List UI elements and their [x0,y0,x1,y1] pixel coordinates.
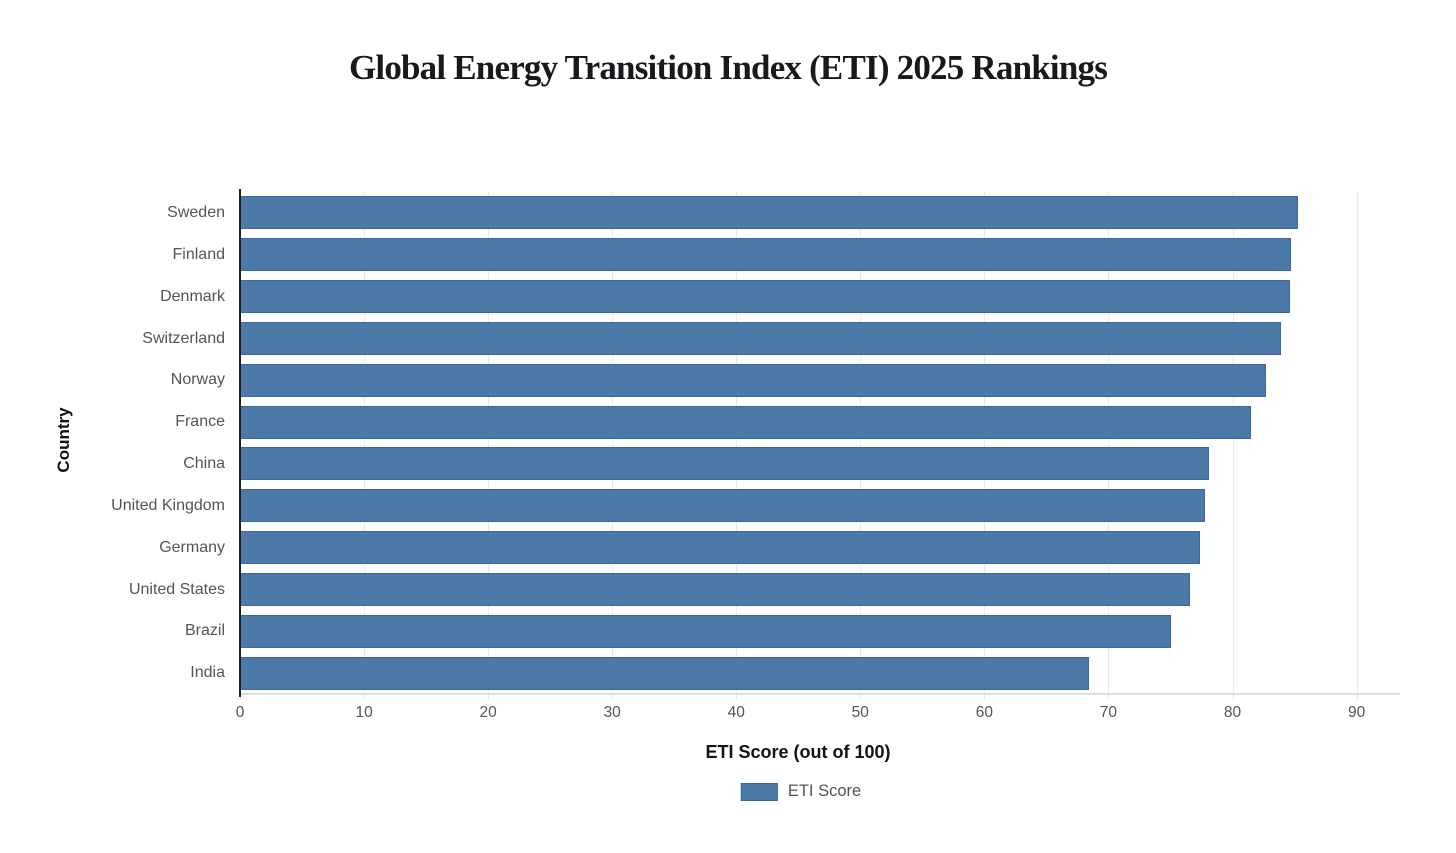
legend-item-eti-score[interactable]: ETI Score [740,782,862,801]
gridline-x-50 [860,192,862,700]
bar-united-states[interactable] [240,572,1191,606]
y-tick-label-brazil: Brazil [184,622,225,640]
y-tick-label-france: France [175,413,225,431]
gridline-x-40 [736,192,738,700]
y-tick-label-united-states: United States [128,580,225,598]
bar-germany[interactable] [240,531,1201,565]
gridline-x-90 [1356,192,1358,700]
x-tick-label-10: 10 [355,704,373,721]
bar-brazil[interactable] [240,614,1171,648]
bar-norway[interactable] [240,363,1266,397]
x-tick-label-30: 30 [603,704,621,721]
x-tick-label-20: 20 [479,704,497,721]
y-tick-label-denmark: Denmark [160,287,225,305]
bar-united-kingdom[interactable] [240,489,1206,523]
bar-sweden[interactable] [240,196,1299,230]
gridline-x-10 [364,192,366,700]
x-axis-title: ETI Score (out of 100) [705,742,891,762]
x-tick-label-40: 40 [727,704,745,721]
x-tick-label-80: 80 [1223,704,1242,721]
gridline-x-80 [1232,192,1234,700]
bar-china[interactable] [240,447,1209,481]
x-tick-label-50: 50 [851,704,869,721]
bar-switzerland[interactable] [240,321,1281,355]
legend-label: ETI Score [787,782,862,800]
legend-swatch-icon [740,782,778,801]
chart-title: Global Energy Transition Index (ETI) 202… [348,48,1108,87]
plot-area [239,189,1400,700]
y-tick-label-india: India [190,664,225,682]
y-tick-labels-group: Sweden Finland Denmark Switzerland Norway Fra… [0,192,226,694]
x-tick-label-90: 90 [1347,704,1366,721]
bar-denmark[interactable] [240,280,1290,314]
y-tick-label-switzerland: Switzerland [142,329,225,347]
y-tick-label-norway: Norway [170,371,225,389]
y-tick-label-china: China [183,455,225,472]
bar-france[interactable] [240,405,1252,439]
y-tick-label-united-kingdom: United Kingdom [111,496,225,514]
bar-finland[interactable] [240,238,1291,272]
gridline-x-30 [612,192,614,700]
y-tick-label-germany: Germany [159,538,225,556]
bar-india[interactable] [240,656,1089,690]
gridline-x-20 [488,192,490,700]
gridline-x-60 [984,192,986,700]
y-tick-label-finland: Finland [172,245,225,263]
gridline-x-70 [1108,192,1110,700]
x-tick-label-70: 70 [1099,704,1118,721]
x-tick-label-60: 60 [975,704,994,721]
x-axis-line [240,693,1400,695]
y-axis-line [239,189,241,697]
x-tick-label-0: 0 [235,704,245,721]
y-tick-label-sweden: Sweden [167,204,225,221]
